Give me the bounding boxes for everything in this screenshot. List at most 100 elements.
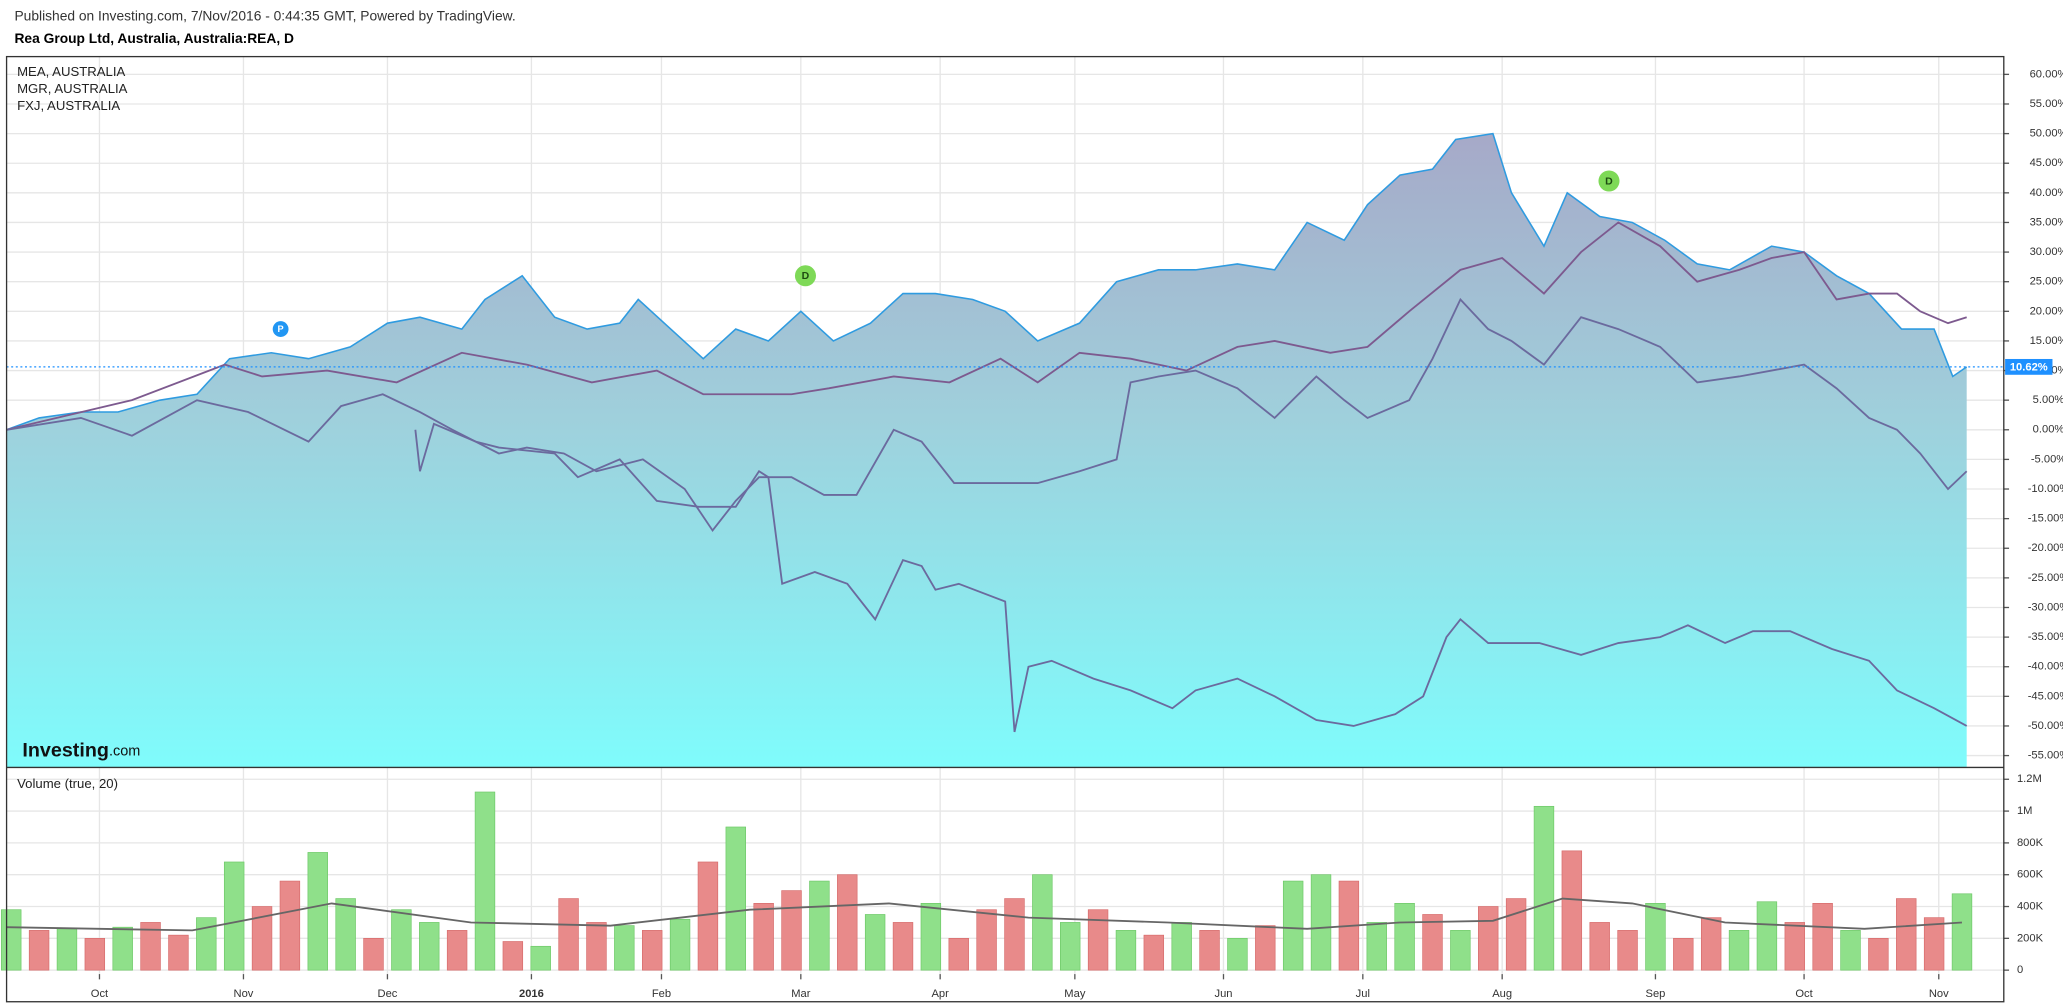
volume-bar [419,922,440,971]
symbol-title: Rea Group Ltd, Australia, Australia:REA,… [14,30,294,46]
volume-bar [864,914,886,971]
volume-title: Volume (true, 20) [17,776,118,791]
volume-bar [1143,934,1165,971]
volume-bar [1505,898,1527,971]
volume-bar [391,909,412,971]
x-tick-label: Apr [931,988,949,1000]
volume-bar [1227,938,1248,971]
event-marker [272,321,289,337]
volume-bar [446,930,468,971]
legend-entry: FXJ, AUSTRALIA [17,98,120,113]
y-tick-label: -25.00% [2028,572,2063,584]
volume-bar [809,880,830,971]
last-value-label: 10.62% [2010,361,2048,373]
volume-bar [1366,922,1387,971]
volume-bar [1032,874,1053,971]
volume-bar [1784,922,1805,971]
y-tick-label: 400K [2017,900,2044,912]
compare-line [6,297,1968,533]
x-tick-label: Oct [91,988,109,1000]
volume-bar [1394,903,1415,971]
volume-bar [1171,922,1192,971]
volume-bar [1115,930,1137,971]
y-tick-label: 600K [2017,869,2044,881]
y-tick-label: 35.00% [2030,216,2063,228]
volume-bar [781,890,802,971]
volume-layer [1,791,1973,971]
volume-bar [1617,930,1638,971]
x-tick-label: Mar [791,988,811,1000]
volume-bar [558,898,579,971]
volume-bar [1,909,22,971]
volume-bar [753,903,774,971]
y-tick-label: -45.00% [2028,690,2063,702]
y-tick-label: -5.00% [2031,453,2063,465]
volume-bar [1645,903,1666,971]
volume-bar [140,922,161,971]
volume-bar [837,874,858,971]
volume-bar [1700,917,1722,971]
volume-ma-line [6,897,1963,932]
volume-bar [84,938,106,971]
area-fill [6,133,1967,768]
volume-bar [920,903,942,971]
y-tick-label: -15.00% [2028,513,2063,525]
y-tick-label: 55.00% [2030,98,2063,110]
volume-bar [363,938,384,971]
y-tick-label: 15.00% [2030,335,2063,347]
watermark-brand: Investing [22,740,109,762]
chart-frame [5,55,2005,1003]
compare-line [6,221,1967,431]
y-tick-label: -55.00% [2028,750,2063,762]
y-tick-label: 40.00% [2030,187,2063,199]
volume-bar [530,945,551,971]
volume-bar [948,938,969,971]
volume-bar [279,880,301,971]
volume-bar [1422,914,1443,971]
volume-bar [1923,917,1945,971]
volume-bar [1478,906,1499,971]
y-tick-label: 1.2M [2017,773,2042,785]
volume-bar [28,930,50,971]
x-tick-label: Nov [234,988,254,1000]
volume-bar [112,926,133,971]
volume-bar [1589,922,1610,971]
volume-bar [1533,805,1555,971]
last-value-badge [2005,358,2053,375]
volume-bar [502,941,524,971]
event-label: D [802,270,810,282]
volume-bar [976,909,997,971]
x-tick-label: Oct [1795,988,1813,1000]
x-tick-label: 2016 [519,988,544,1000]
volume-bar [1673,938,1694,971]
volume-bar [1282,880,1304,971]
volume-bar [474,791,496,971]
x-tick-label: Jul [1356,988,1370,1000]
x-tick-label: Sep [1645,988,1665,1000]
y-tick-label: 1M [2017,805,2033,817]
x-tick-label: Nov [1929,988,1949,1000]
volume-bar [1087,909,1109,971]
y-tick-label: 25.00% [2030,276,2063,288]
volume-bar [1310,874,1332,971]
volume-bar [1840,930,1861,971]
volume-bar [1728,930,1750,971]
x-tick-label: Aug [1492,988,1512,1000]
y-tick-label: -35.00% [2028,631,2063,643]
volume-bar [56,928,78,971]
volume-bar [586,922,607,971]
x-tick-label: Dec [378,988,398,1000]
y-tick-label: 800K [2017,837,2044,849]
y-tick-label: 200K [2017,932,2044,944]
volume-bar [196,917,217,971]
y-tick-label: 30.00% [2030,246,2063,258]
volume-bar [335,898,356,971]
legend-entry: MEA, AUSTRALIA [17,64,125,79]
y-tick-label: 20.00% [2030,305,2063,317]
volume-bar [1951,893,1973,971]
watermark: Investing.com [22,740,140,762]
y-tick-label: 45.00% [2030,157,2063,169]
volume-bar [725,826,746,971]
